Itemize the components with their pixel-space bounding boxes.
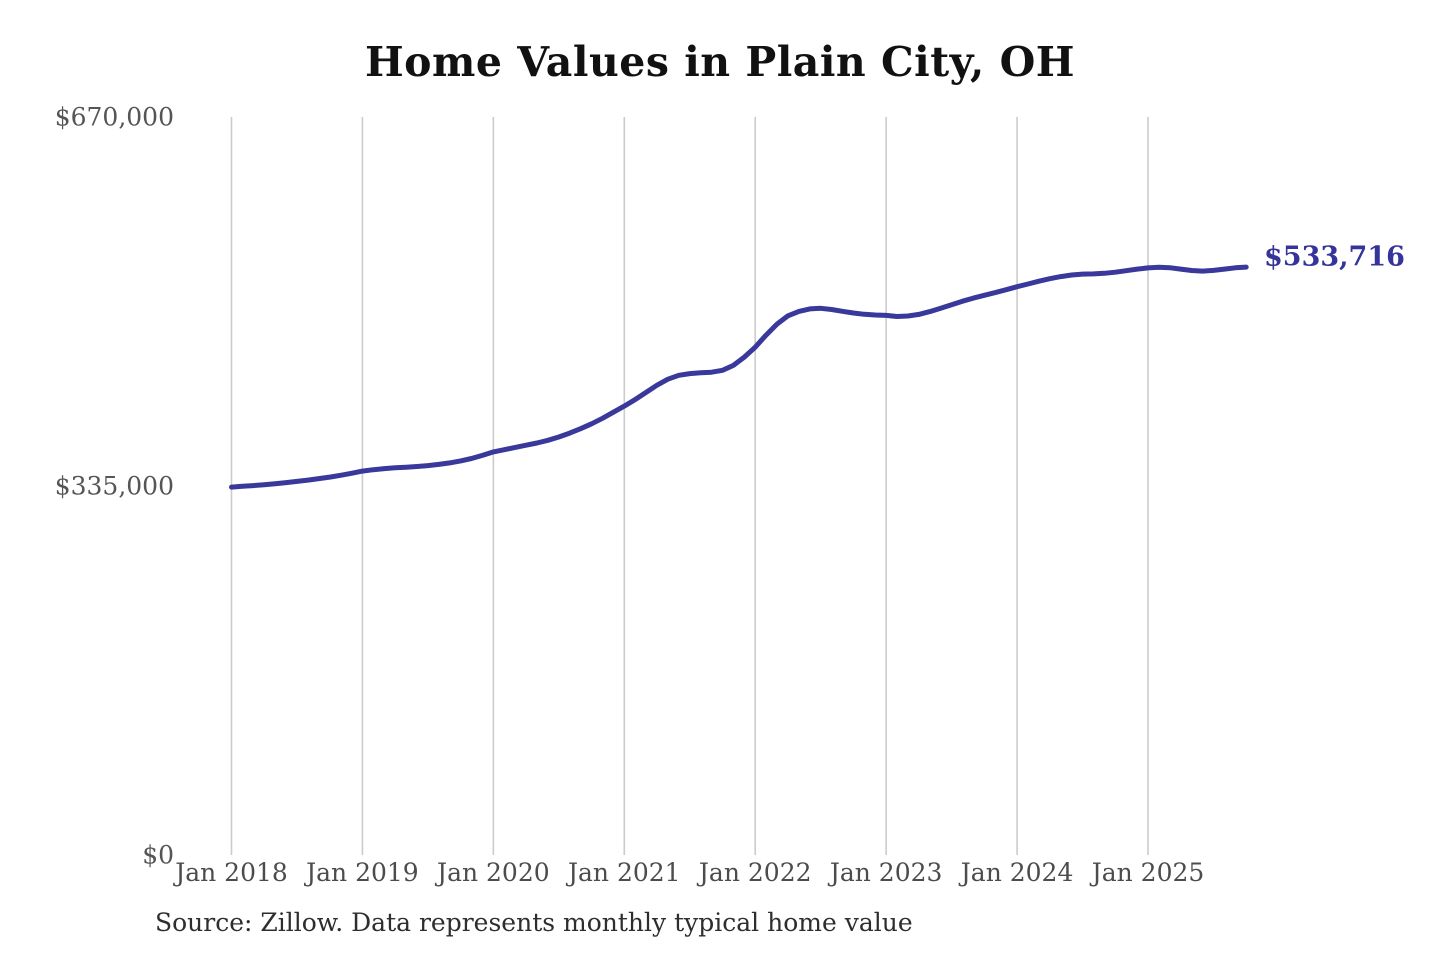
chart-title: Home Values in Plain City, OH — [364, 38, 1076, 86]
source-note: Source: Zillow. Data represents monthly … — [155, 908, 913, 937]
x-tick-label: Jan 2024 — [960, 858, 1074, 887]
latest-value-label: $533,716 — [1264, 241, 1405, 273]
home-value-line — [229, 264, 1249, 490]
x-tick-label: Jan 2022 — [698, 858, 812, 887]
x-tick-label: Jan 2025 — [1091, 858, 1205, 887]
x-tick-label: Jan 2021 — [567, 858, 681, 887]
y-tick-label: $335,000 — [54, 471, 174, 501]
x-tick-label: Jan 2019 — [306, 858, 419, 887]
gridlines — [230, 117, 1149, 855]
y-tick-label: $0 — [142, 840, 174, 870]
x-tick-label: Jan 2018 — [175, 858, 288, 887]
y-tick-label: $670,000 — [54, 102, 174, 132]
x-tick-label: Jan 2023 — [829, 858, 943, 887]
x-tick-label: Jan 2020 — [437, 858, 550, 887]
